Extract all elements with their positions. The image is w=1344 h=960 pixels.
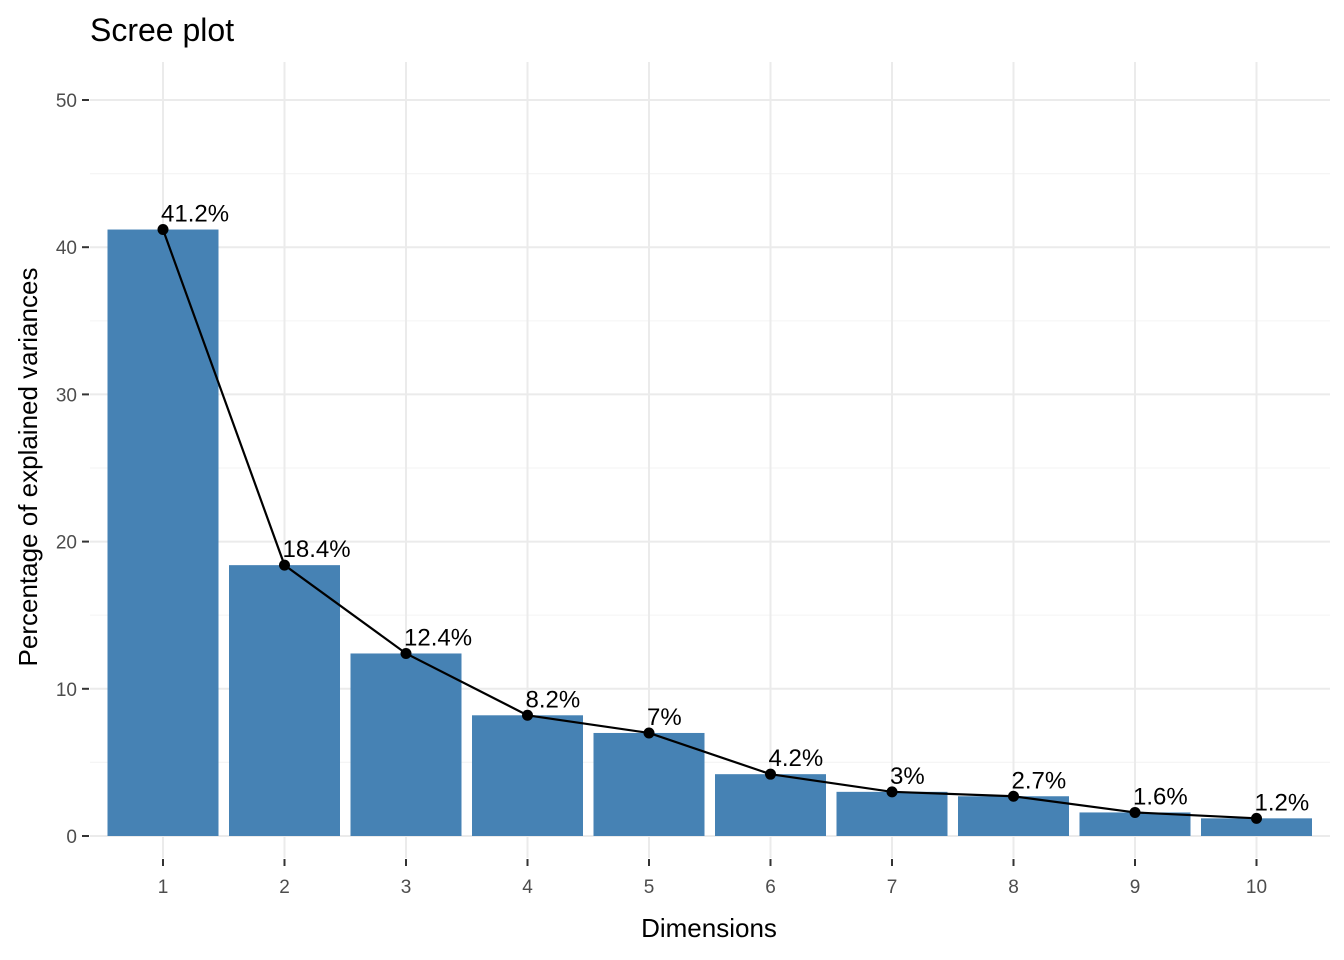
y-tick-label: 50 xyxy=(56,91,77,112)
x-tick-label: 4 xyxy=(522,877,533,898)
x-tick-label: 1 xyxy=(158,877,169,898)
data-label-dim-9: 1.6% xyxy=(1133,783,1188,810)
x-tick-label: 8 xyxy=(1008,877,1019,898)
bar-dim-4 xyxy=(472,715,583,836)
bar-dim-6 xyxy=(715,774,826,836)
chart-title: Scree plot xyxy=(90,12,234,48)
bar-dim-5 xyxy=(593,732,705,836)
data-label-dim-7: 3% xyxy=(890,763,925,790)
y-tick-label: 20 xyxy=(56,533,77,554)
point-dim-2 xyxy=(279,559,290,571)
data-label-dim-10: 1.2% xyxy=(1255,789,1310,816)
point-dim-5 xyxy=(643,727,655,739)
point-dim-3 xyxy=(400,647,412,659)
data-label-dim-2: 18.4% xyxy=(283,536,351,563)
x-tick-label: 7 xyxy=(887,877,898,898)
data-label-dim-8: 2.7% xyxy=(1012,767,1067,794)
y-axis-title: Percentage of explained variances xyxy=(13,268,43,667)
y-tick-label: 10 xyxy=(56,680,77,701)
point-dim-4 xyxy=(522,709,533,721)
data-label-dim-1: 41.2% xyxy=(161,201,229,228)
x-tick-label: 10 xyxy=(1246,877,1267,898)
y-tick-label: 0 xyxy=(66,827,77,848)
bar-dim-1 xyxy=(107,229,219,836)
trend-line-layer xyxy=(161,229,1257,820)
axes: 0 10 20 30 40 50 1 2 3 4 5 6 7 8 9 10 xyxy=(56,91,1267,898)
data-label-dim-6: 4.2% xyxy=(769,745,824,772)
bar-dim-3 xyxy=(350,653,462,836)
x-tick-label: 3 xyxy=(401,877,412,898)
x-tick-label: 6 xyxy=(765,877,776,898)
data-labels: 41.2% 18.4% 12.4% 8.2% 7% 4.2% 3% 2.7% 1.6% 1.2% xyxy=(161,201,1309,817)
point-dim-10 xyxy=(1251,812,1262,824)
bar-dim-2 xyxy=(229,565,340,836)
point-dim-7 xyxy=(886,786,898,798)
point-dim-6 xyxy=(765,768,776,780)
y-tick-label: 30 xyxy=(56,385,77,406)
bar-dim-8 xyxy=(958,796,1069,836)
data-label-dim-5: 7% xyxy=(647,704,682,731)
x-tick-label: 2 xyxy=(279,877,290,898)
data-label-dim-4: 8.2% xyxy=(526,686,581,713)
bar-dim-10 xyxy=(1201,818,1312,836)
point-dim-8 xyxy=(1008,790,1019,802)
x-tick-label: 9 xyxy=(1130,877,1141,898)
point-dim-1 xyxy=(157,224,169,236)
trend-line xyxy=(161,229,1257,820)
bar-dim-9 xyxy=(1079,812,1191,836)
x-tick-label: 5 xyxy=(644,877,655,898)
point-dim-9 xyxy=(1129,806,1141,818)
data-points xyxy=(157,224,1262,824)
x-axis-title: Dimensions xyxy=(641,913,777,943)
y-tick-label: 40 xyxy=(56,238,77,259)
data-label-dim-3: 12.4% xyxy=(404,624,472,651)
bar-dim-7 xyxy=(836,791,948,836)
